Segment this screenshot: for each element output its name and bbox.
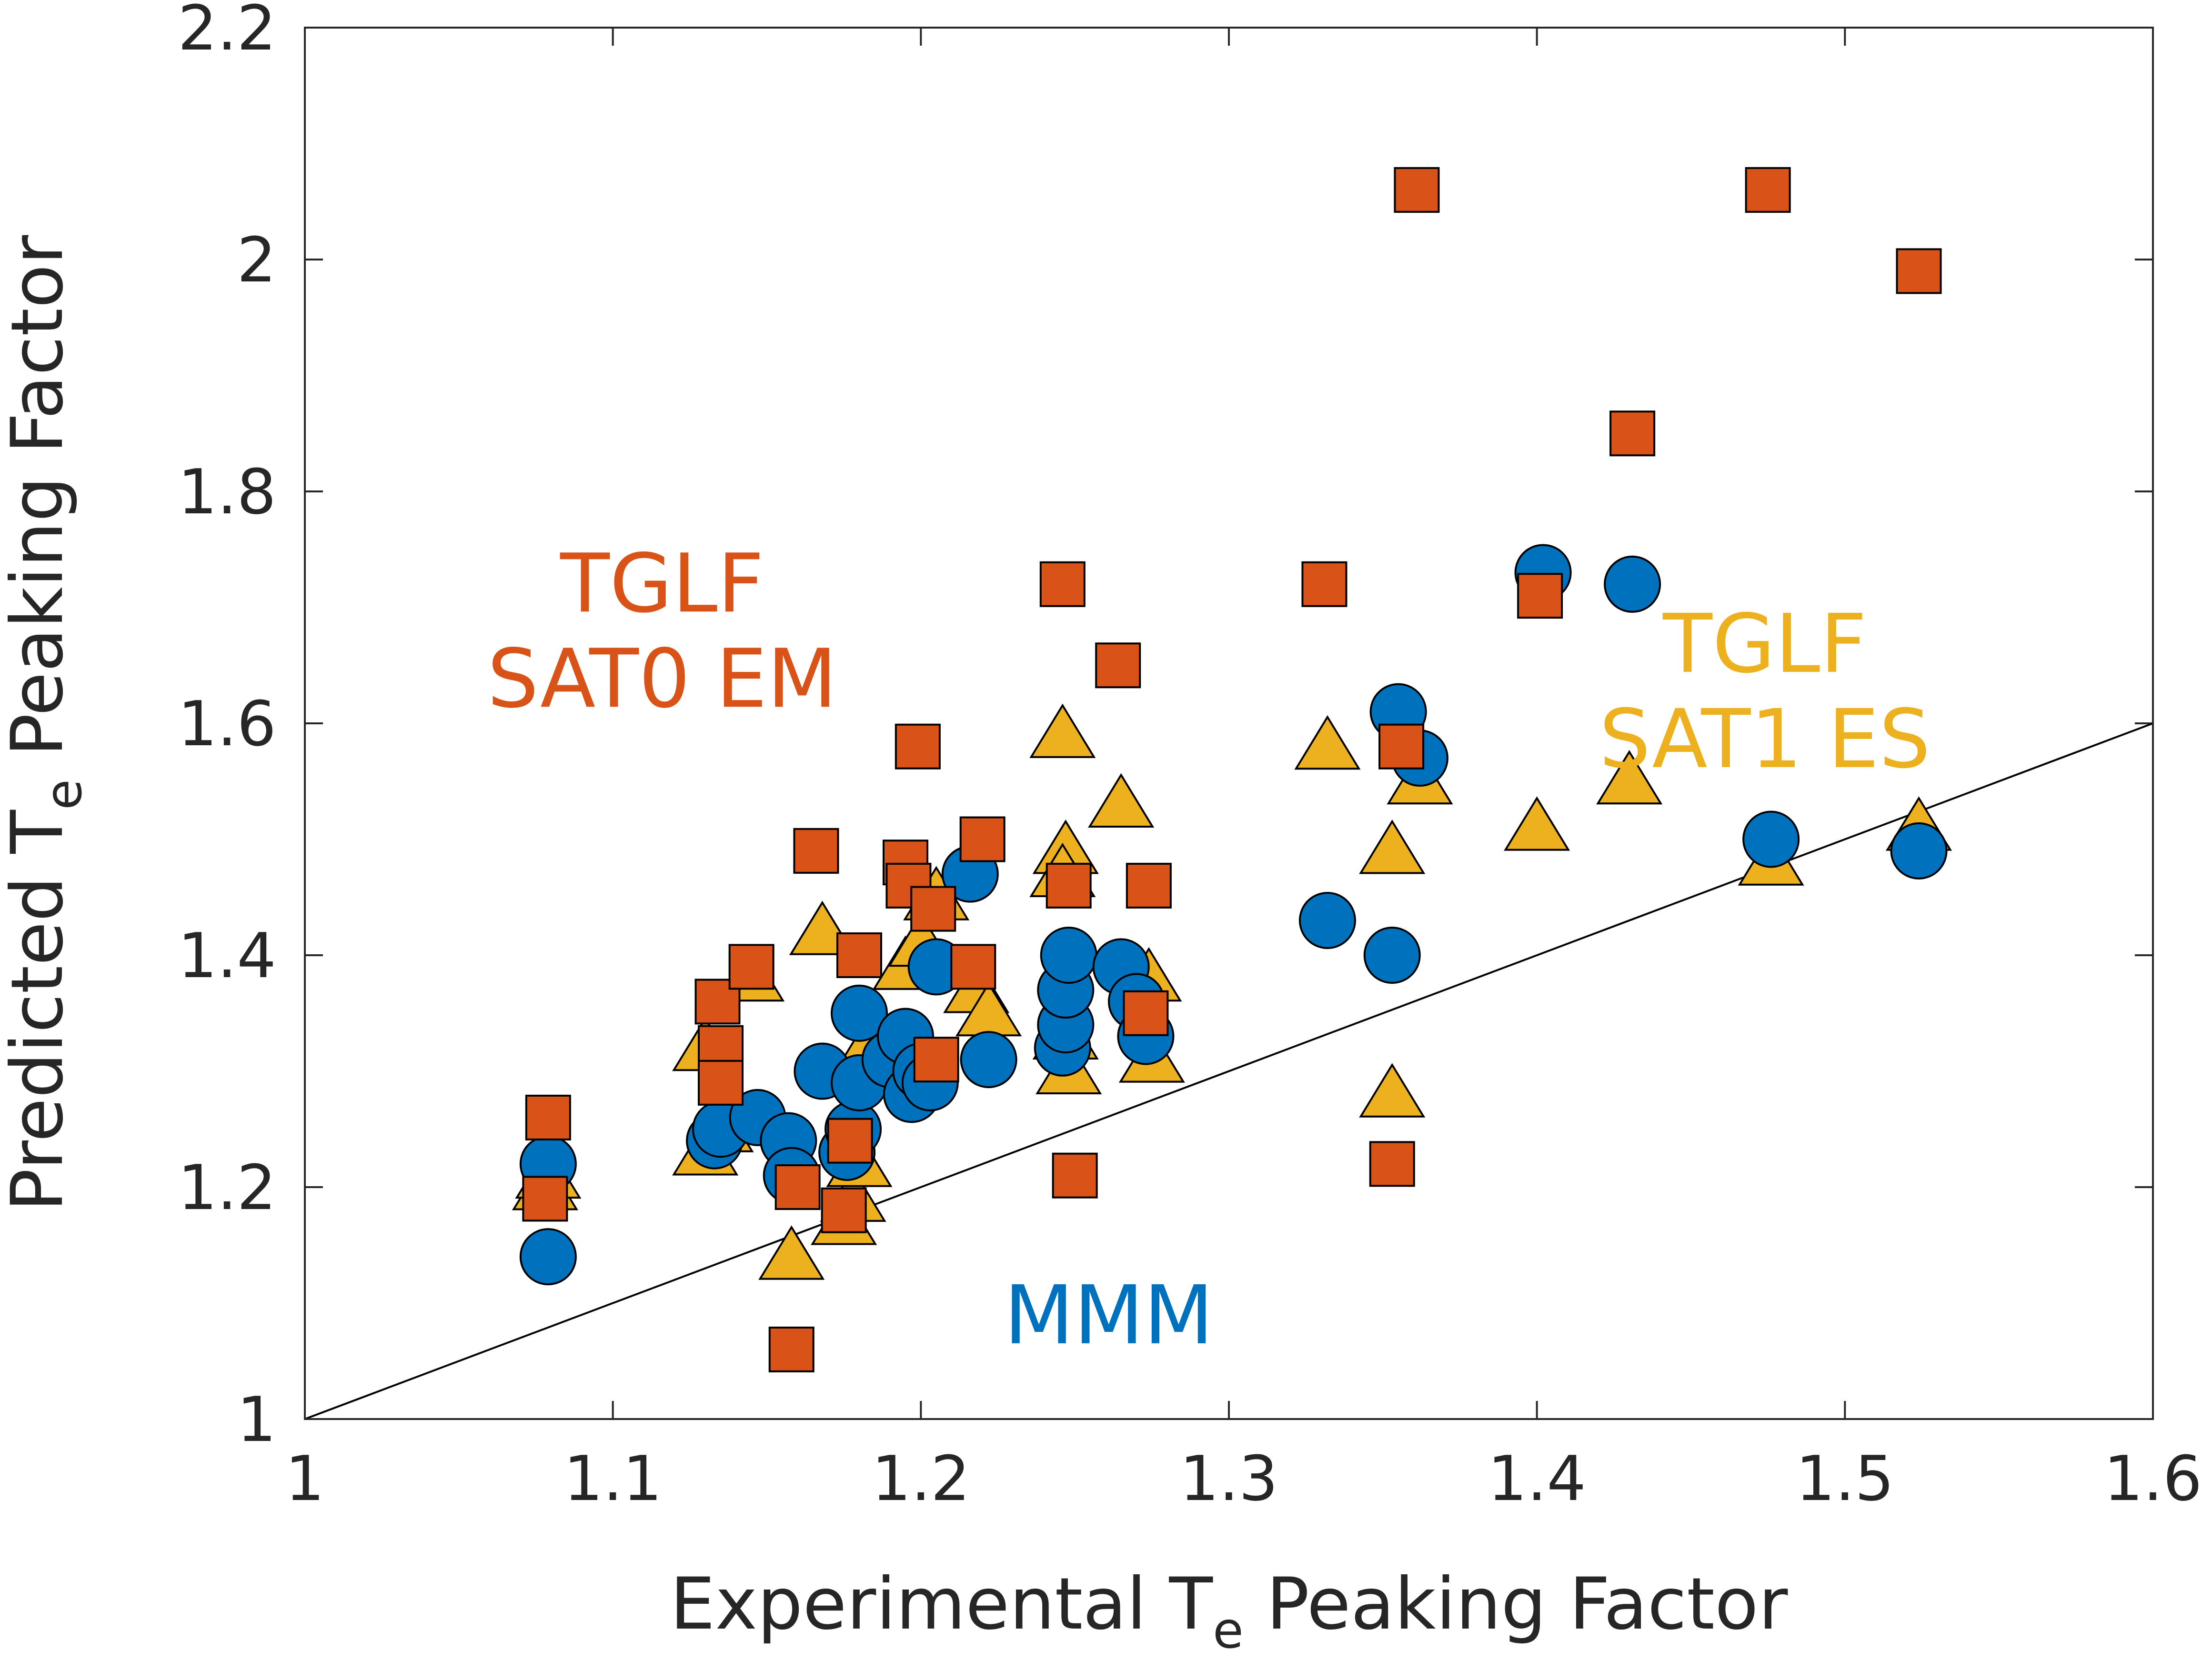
data-point-triangle: [1088, 773, 1155, 828]
data-point-square: [793, 828, 839, 874]
data-point-square: [774, 1164, 821, 1210]
data-point-square: [1039, 561, 1086, 607]
data-point-square: [1123, 990, 1169, 1036]
data-point-triangle: [1359, 820, 1426, 874]
data-point-square: [1052, 1152, 1098, 1199]
x-tick-label: 1.4: [1488, 1442, 1586, 1515]
data-point-triangle: [1294, 715, 1361, 770]
data-point-square: [1745, 167, 1791, 213]
annotation-mmm: MMM: [1004, 1269, 1214, 1363]
data-point-square: [1394, 167, 1440, 213]
data-point-square: [821, 1187, 867, 1233]
annotation-tglf-sat1-line: TGLF: [1662, 597, 1867, 691]
data-point-square: [1517, 573, 1563, 619]
data-point-square: [1369, 1141, 1415, 1187]
data-point-square: [698, 1060, 744, 1106]
x-axis-title-rest: Peaking Factor: [1244, 1563, 1788, 1646]
data-point-circle: [1298, 891, 1356, 949]
x-tick-label: 1.6: [2104, 1442, 2202, 1515]
data-point-square: [827, 1118, 873, 1164]
data-point-square: [959, 816, 1005, 862]
data-point-square: [522, 1176, 568, 1222]
data-point-square: [1896, 248, 1942, 294]
y-tick-label: 2.2: [178, 0, 276, 64]
y-tick-label: 1: [237, 1383, 276, 1456]
identity-line-group: [304, 722, 2153, 1420]
x-axis-title-subscript: e: [1213, 1601, 1244, 1660]
data-point-circle: [1742, 810, 1800, 868]
y-axis-title-subscript: e: [35, 779, 93, 810]
data-point-square: [895, 723, 941, 770]
data-point-square: [1378, 723, 1425, 770]
x-axis-title: Experimental Te Peaking Factor: [670, 1563, 1788, 1660]
data-point-circle: [1040, 927, 1097, 984]
data-point-square: [1301, 561, 1347, 607]
annotation-tglf-sat0-line: SAT0 EM: [487, 632, 837, 726]
data-point-circle: [1890, 822, 1948, 880]
y-tick-label: 1.4: [178, 920, 276, 992]
data-point-square: [910, 886, 956, 932]
x-tick-label: 1.1: [563, 1442, 662, 1515]
data-point-square: [768, 1326, 814, 1372]
y-tick-label: 1.2: [178, 1151, 276, 1224]
y-tick-label: 2: [237, 224, 276, 296]
data-point-triangle: [1596, 750, 1663, 805]
y-axis-title: Predicted Te Peaking Factor: [0, 235, 93, 1211]
series-square: [522, 167, 1942, 1372]
data-points: [512, 167, 1952, 1372]
annotation-tglf-sat1-line: SAT1 ES: [1599, 692, 1930, 787]
data-point-circle: [1363, 927, 1421, 984]
data-point-triangle: [758, 1225, 825, 1280]
identity-line: [304, 722, 2153, 1420]
y-axis-title-main: Predicted T: [0, 810, 79, 1212]
tick-labels: 1 1.1 1.2 1.3 1.4 1.5 1.6 1 1.2 1.4 1.6 1.8 2 2.2: [178, 0, 2202, 1515]
plot-area-frame: [304, 27, 2154, 1420]
data-point-triangle: [1504, 796, 1570, 851]
data-point-circle: [1604, 555, 1661, 613]
data-point-square: [913, 1037, 959, 1083]
y-tick-label: 1.8: [178, 456, 276, 528]
data-point-square: [836, 932, 882, 978]
data-point-circle: [831, 984, 888, 1042]
data-point-square: [1609, 410, 1656, 457]
data-point-square: [950, 944, 996, 990]
data-point-triangle: [1029, 703, 1096, 758]
data-point-circle: [960, 1031, 1017, 1089]
x-tick-label: 1: [285, 1442, 325, 1515]
data-point-circle: [519, 1228, 577, 1286]
x-tick-label: 1.5: [1796, 1442, 1894, 1515]
data-point-square: [525, 1094, 571, 1140]
y-tick-label: 1.6: [178, 688, 276, 760]
data-point-square: [1046, 862, 1092, 909]
annotation-mmm-line: MMM: [1004, 1269, 1214, 1363]
data-point-square: [1095, 642, 1141, 689]
x-tick-label: 1.3: [1180, 1442, 1278, 1515]
data-point-square: [728, 944, 774, 990]
data-point-square: [1126, 862, 1172, 909]
data-point-triangle: [1359, 1063, 1426, 1118]
x-axis-title-main: Experimental T: [670, 1563, 1214, 1646]
x-tick-label: 1.2: [872, 1442, 970, 1515]
annotation-tglf-sat0-line: TGLF: [560, 537, 764, 631]
y-axis-title-rest: Peaking Factor: [0, 235, 79, 779]
